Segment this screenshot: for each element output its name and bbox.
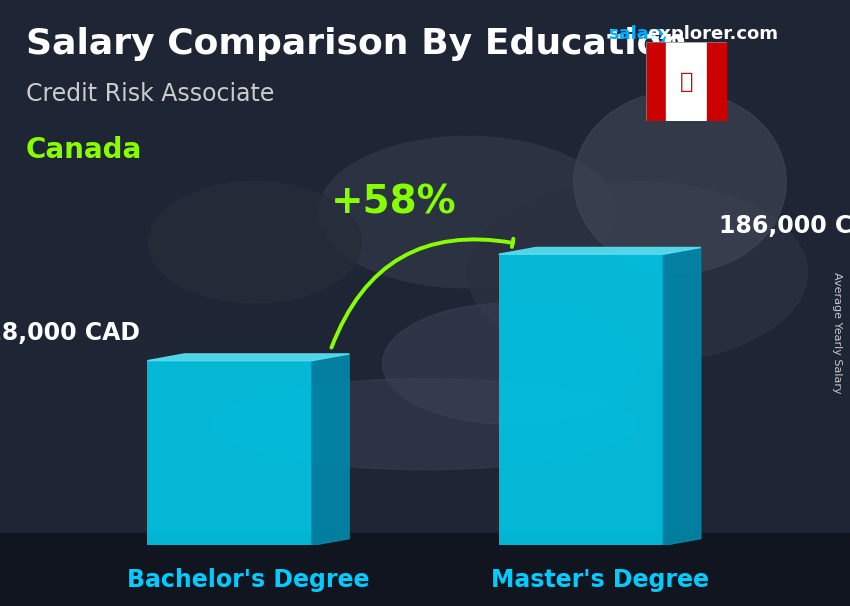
Text: Bachelor's Degree: Bachelor's Degree [127, 568, 370, 592]
Bar [147, 361, 312, 545]
Text: Average Yearly Salary: Average Yearly Salary [832, 273, 842, 394]
Text: explorer.com: explorer.com [648, 25, 779, 44]
Bar [499, 255, 663, 545]
Ellipse shape [212, 379, 638, 470]
Polygon shape [663, 247, 700, 545]
Ellipse shape [574, 91, 786, 273]
Text: Master's Degree: Master's Degree [490, 568, 709, 592]
Ellipse shape [149, 182, 361, 303]
Polygon shape [499, 247, 700, 255]
Bar [646, 42, 666, 121]
Text: Credit Risk Associate: Credit Risk Associate [26, 82, 274, 106]
Text: 186,000 CAD: 186,000 CAD [719, 214, 850, 238]
Text: Canada: Canada [26, 136, 142, 164]
Bar [0, 533, 850, 606]
Ellipse shape [468, 182, 808, 364]
Text: Salary Comparison By Education: Salary Comparison By Education [26, 27, 687, 61]
Bar [666, 42, 706, 121]
Ellipse shape [382, 303, 638, 424]
Bar [706, 42, 727, 121]
Ellipse shape [319, 136, 616, 288]
Text: salary: salary [608, 25, 669, 44]
Polygon shape [147, 354, 349, 361]
Text: 118,000 CAD: 118,000 CAD [0, 321, 139, 345]
Text: 🍁: 🍁 [680, 72, 693, 92]
Polygon shape [312, 354, 349, 545]
Text: +58%: +58% [332, 184, 456, 221]
